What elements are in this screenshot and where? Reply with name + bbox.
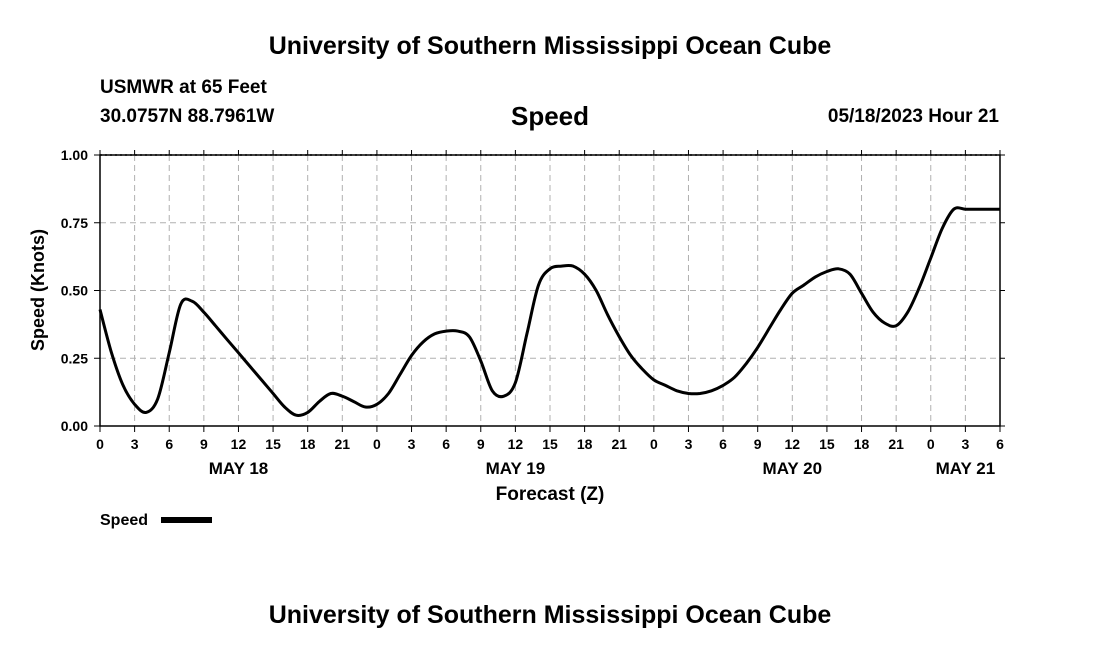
x-tick-label: 6 <box>165 436 173 452</box>
x-tick-label: 9 <box>754 436 762 452</box>
legend-label: Speed <box>100 512 148 529</box>
y-tick-label: 0.75 <box>61 215 88 231</box>
x-tick-label: 0 <box>927 436 935 452</box>
footer-title: University of Southern Mississippi Ocean… <box>268 601 832 629</box>
x-tick-label: 12 <box>785 436 801 452</box>
x-tick-label: 21 <box>611 436 627 452</box>
x-tick-label: 18 <box>577 436 593 452</box>
y-tick-label: 0.25 <box>61 350 88 366</box>
x-axis-label: Forecast (Z) <box>496 484 605 505</box>
page-title: University of Southern Mississippi Ocean… <box>268 32 832 60</box>
x-tick-label: 0 <box>373 436 381 452</box>
y-tick-label: 0.00 <box>61 418 88 434</box>
day-label: MAY 21 <box>936 459 996 478</box>
x-tick-label: 3 <box>685 436 693 452</box>
x-tick-label: 15 <box>819 436 835 452</box>
x-tick-label: 12 <box>231 436 247 452</box>
chart-title: Speed <box>510 101 590 131</box>
y-axis-label: Speed (Knots) <box>28 229 48 351</box>
x-tick-label: 15 <box>542 436 558 452</box>
x-tick-label: 0 <box>96 436 104 452</box>
x-tick-label: 6 <box>996 436 1004 452</box>
forecast-datetime: 05/18/2023 Hour 21 <box>827 106 999 127</box>
series-line-speed <box>98 206 1000 417</box>
legend-swatch <box>161 517 212 523</box>
x-tick-label: 18 <box>300 436 316 452</box>
x-tick-label: 9 <box>477 436 485 452</box>
y-tick-label: 0.50 <box>61 283 88 299</box>
y-tick-label: 1.00 <box>61 147 88 163</box>
axis-ticks <box>94 150 1005 432</box>
x-tick-label: 3 <box>408 436 416 452</box>
x-tick-label: 9 <box>200 436 208 452</box>
x-tick-label: 18 <box>854 436 870 452</box>
x-tick-label: 12 <box>508 436 524 452</box>
x-tick-label: 21 <box>888 436 904 452</box>
day-label: MAY 19 <box>486 459 546 478</box>
x-tick-label: 6 <box>719 436 727 452</box>
x-tick-label: 0 <box>650 436 658 452</box>
x-tick-label: 6 <box>442 436 450 452</box>
day-label: MAY 18 <box>209 459 269 478</box>
station-coords: 30.0757N 88.7961W <box>100 106 275 127</box>
x-tick-label: 15 <box>265 436 281 452</box>
station-name: USMWR at 65 Feet <box>100 77 267 98</box>
x-tick-label: 3 <box>131 436 139 452</box>
day-label: MAY 20 <box>763 459 823 478</box>
grid-lines <box>100 154 1000 426</box>
x-tick-label: 21 <box>335 436 351 452</box>
x-tick-label: 3 <box>961 436 969 452</box>
